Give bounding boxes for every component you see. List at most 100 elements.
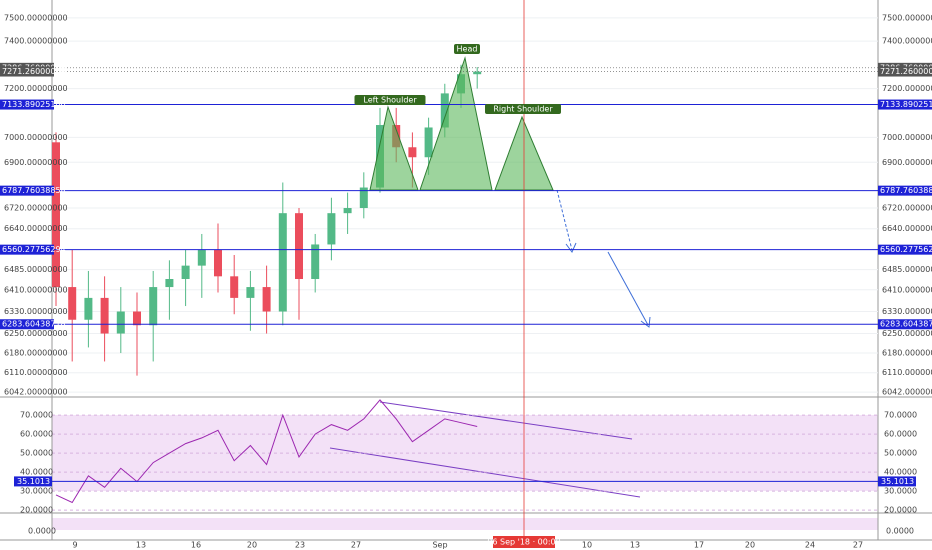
candle-body xyxy=(133,311,141,326)
y-tick-label: 7400.00000000 xyxy=(4,37,68,46)
candle-body xyxy=(84,297,93,320)
rsi-tick-label: 20.0000 xyxy=(884,506,917,515)
rsi-tick-label: 40.0000 xyxy=(884,468,917,477)
level-label: 7133.89025100 xyxy=(880,100,932,109)
x-tick-label: 9 xyxy=(72,541,77,550)
candle-body xyxy=(327,213,336,245)
arrow-head xyxy=(565,242,577,253)
y-tick-label: 7500.00000000 xyxy=(4,13,68,22)
y-tick-label: 6330.00000000 xyxy=(882,307,932,316)
annotation-box xyxy=(454,44,480,54)
candle-body xyxy=(440,93,449,128)
rsi-tick-label: 30.0000 xyxy=(884,487,917,496)
y-tick-label: 6042.00000000 xyxy=(4,388,68,397)
annotation-label: Right Shoulder xyxy=(493,105,553,114)
y-tick-label: 7400.00000000 xyxy=(882,37,932,46)
candle-body xyxy=(116,311,125,334)
head-shape xyxy=(419,56,493,191)
x-tick-label: 23 xyxy=(295,541,305,550)
stoch-band xyxy=(52,518,878,530)
candle-body xyxy=(246,287,255,298)
rsi-level-label: 35.1013 xyxy=(881,477,914,486)
rsi-line xyxy=(55,399,478,504)
y-tick-label: 7500.00000000 xyxy=(882,13,932,22)
candle-body xyxy=(165,279,174,288)
x-tick-label: 24 xyxy=(805,541,815,550)
y-tick-label: 6720.00000000 xyxy=(882,204,932,213)
level-tag xyxy=(0,244,54,255)
candle-body xyxy=(68,287,77,320)
annotation-box xyxy=(354,95,426,105)
level-tag xyxy=(878,319,932,330)
y-tick-label: 6640.00000000 xyxy=(882,224,932,233)
x-tick-label: Sep xyxy=(432,541,447,550)
rsi-tick-label: 50.0000 xyxy=(884,449,917,458)
rsi-tick-label: 30.0000 xyxy=(20,487,53,496)
annotation-label: Head xyxy=(457,45,478,54)
level-label: 6283.60438718 xyxy=(880,320,932,329)
candle-body xyxy=(181,265,190,280)
candle-body xyxy=(149,287,158,326)
y-tick-label: 6720.00000000 xyxy=(4,204,68,213)
y-tick-label: 6330.00000000 xyxy=(4,307,68,316)
x-tick-label: 27 xyxy=(351,541,361,550)
y-tick-label: 6410.00000000 xyxy=(4,285,68,294)
y-tick-label: 6485.00000000 xyxy=(4,265,68,274)
level-label: 6560.27756294 xyxy=(880,245,932,254)
x-tick-label: 20 xyxy=(247,541,257,550)
stoch-tick-label: 0.0000 xyxy=(28,527,56,536)
candle-body xyxy=(424,127,433,158)
left-shoulder-shape xyxy=(369,105,419,191)
y-tick-label: 6900.00000000 xyxy=(4,158,68,167)
level-label: 6787.76038858 xyxy=(880,186,932,195)
cursor-label: 06 Sep '18 · 00:00 xyxy=(487,538,560,547)
rsi-tick-label: 70.0000 xyxy=(20,411,53,420)
rsi-tick-label: 60.0000 xyxy=(20,430,53,439)
level-tag xyxy=(878,185,932,196)
level-tag xyxy=(0,185,54,196)
y-tick-label: 6410.00000000 xyxy=(882,285,932,294)
rsi-band xyxy=(52,415,878,491)
candle-body xyxy=(214,249,222,277)
y-tick-label: 7200.00000000 xyxy=(4,84,68,93)
level-label: 7133.89025100 xyxy=(2,100,66,109)
level-label: 6787.76038858 xyxy=(2,186,66,195)
rsi-trendline xyxy=(379,401,633,440)
x-tick-label: 17 xyxy=(694,541,704,550)
y-tick-label: 7200.00000000 xyxy=(882,84,932,93)
y-tick-label: 6180.00000000 xyxy=(882,349,932,358)
candle-body xyxy=(278,213,287,312)
cursor-tag xyxy=(493,536,555,548)
level-tag xyxy=(878,99,932,110)
projection-arrow xyxy=(607,251,649,326)
candle-body xyxy=(197,249,206,266)
rsi-level-tag xyxy=(878,476,916,487)
stoch-tick-label: 0.0000 xyxy=(886,527,914,536)
level-label: 6560.27756294 xyxy=(2,245,66,254)
level-tag xyxy=(878,66,932,77)
candle-body xyxy=(473,71,482,75)
candle-body xyxy=(262,287,271,312)
level-label: 6283.60438718 xyxy=(2,320,66,329)
y-tick-label: 7000.00000000 xyxy=(4,133,68,142)
candle-body xyxy=(408,147,417,158)
annotation-box xyxy=(485,104,561,114)
y-tick-label: 6180.00000000 xyxy=(4,349,68,358)
y-tick-label: 6110.00000000 xyxy=(882,368,932,377)
y-tick-label: 6110.00000000 xyxy=(4,368,68,377)
level-label: 7271.26000000 xyxy=(2,67,66,76)
level-tag xyxy=(0,99,54,110)
level-tag xyxy=(878,244,932,255)
rsi-tick-label: 40.0000 xyxy=(20,468,53,477)
annotation-label: Left Shoulder xyxy=(363,96,417,105)
projection-arrow xyxy=(556,189,573,251)
candle-body xyxy=(359,187,368,209)
candle-body xyxy=(100,297,109,334)
y-tick-label: 6250.00000000 xyxy=(4,329,68,338)
candle-body xyxy=(295,213,303,280)
y-tick-label: 6900.00000000 xyxy=(882,158,932,167)
candle-body xyxy=(311,244,320,280)
level-tag xyxy=(0,66,54,77)
arrow-head xyxy=(640,316,651,328)
